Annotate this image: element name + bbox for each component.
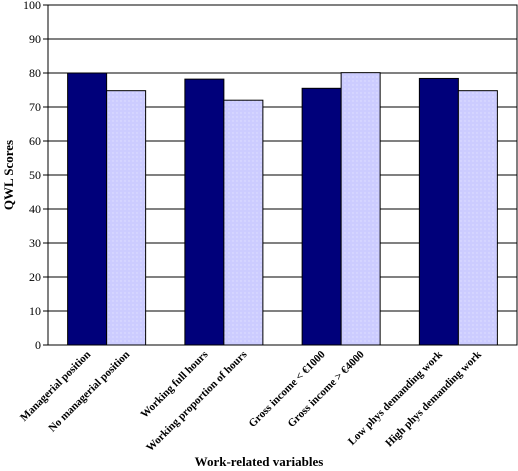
y-tick-label: 80 <box>29 66 41 80</box>
bar <box>184 78 225 346</box>
bar <box>106 90 147 346</box>
y-tick-label: 90 <box>29 32 41 46</box>
x-tick-label: Working full hours <box>138 348 211 421</box>
bar <box>457 90 498 346</box>
y-tick-label: 60 <box>29 134 41 148</box>
y-axis-title: QWL Scores <box>1 140 16 210</box>
bar <box>301 87 342 346</box>
bar <box>418 77 459 346</box>
bars <box>67 72 498 346</box>
y-tick-label: 40 <box>29 202 41 216</box>
y-tick-label: 50 <box>29 168 41 182</box>
plot-area-border <box>47 4 518 346</box>
x-axis-title: Work-related variables <box>195 454 324 469</box>
y-axis-ticks: 0 10 20 30 40 50 60 70 80 90 100 <box>23 0 48 352</box>
y-tick-label: 100 <box>23 0 41 12</box>
y-tick-label: 70 <box>29 100 41 114</box>
y-tick-label: 30 <box>29 236 41 250</box>
x-tick-label: Managerial position <box>18 349 93 424</box>
bar <box>340 72 381 346</box>
y-tick-label: 20 <box>29 270 41 284</box>
y-tick-label: 10 <box>29 304 41 318</box>
x-tick-label: Gross income > €4000 <box>285 348 367 430</box>
x-tick-label: Gross income < €1000 <box>246 348 328 430</box>
x-tick-label: No managerial position <box>46 349 132 435</box>
bar <box>67 72 108 346</box>
bar <box>223 99 264 346</box>
y-tick-label: 0 <box>35 338 41 352</box>
